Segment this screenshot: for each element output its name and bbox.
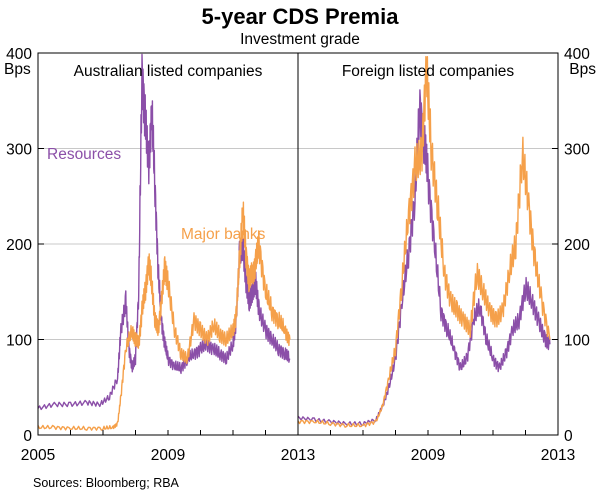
x-tick-label-p1-2013: 2013: [541, 447, 575, 464]
chart-title: 5-year CDS Premia: [202, 4, 400, 29]
y-axis-label-right: Bps: [569, 61, 596, 78]
y-tick-label-right-100: 100: [564, 333, 590, 350]
series-line-p1-major-banks: [297, 56, 551, 428]
x-tick-label-p1-2009: 2009: [411, 447, 445, 464]
y-tick-label-right-0: 0: [564, 428, 573, 445]
panel-title-australian: Australian listed companies: [74, 63, 263, 80]
annotation-resources: Resources: [47, 146, 121, 163]
y-tick-label-right-200: 200: [564, 237, 590, 254]
y-tick-label-right-400: 400: [564, 46, 590, 63]
axis-ticks: 0 0 100 100 200 200 300 300 400 400 2005 2009 2013 20…: [6, 46, 590, 464]
y-tick-label-left-0: 0: [23, 428, 32, 445]
x-tick-label-p0-2009: 2009: [151, 447, 185, 464]
y-tick-label-left-300: 300: [6, 142, 32, 159]
plot-lines: [37, 53, 551, 431]
y-tick-label-left-400: 400: [6, 46, 32, 63]
panel-title-foreign: Foreign listed companies: [342, 63, 515, 80]
y-axis-label-left: Bps: [4, 61, 31, 78]
y-tick-label-left-100: 100: [6, 333, 32, 350]
x-tick-label-p0-2013: 2013: [281, 447, 315, 464]
chart-subtitle: Investment grade: [240, 31, 360, 48]
y-tick-label-left-200: 200: [6, 237, 32, 254]
x-tick-label-p0-2005: 2005: [21, 447, 55, 464]
y-tick-label-right-300: 300: [564, 142, 590, 159]
annotation-major-banks: Major banks: [181, 226, 266, 243]
series-line-p0-resources: [37, 53, 291, 411]
chart-source: Sources: Bloomberg; RBA: [33, 476, 180, 490]
series-line-p0-major-banks: [37, 201, 291, 431]
